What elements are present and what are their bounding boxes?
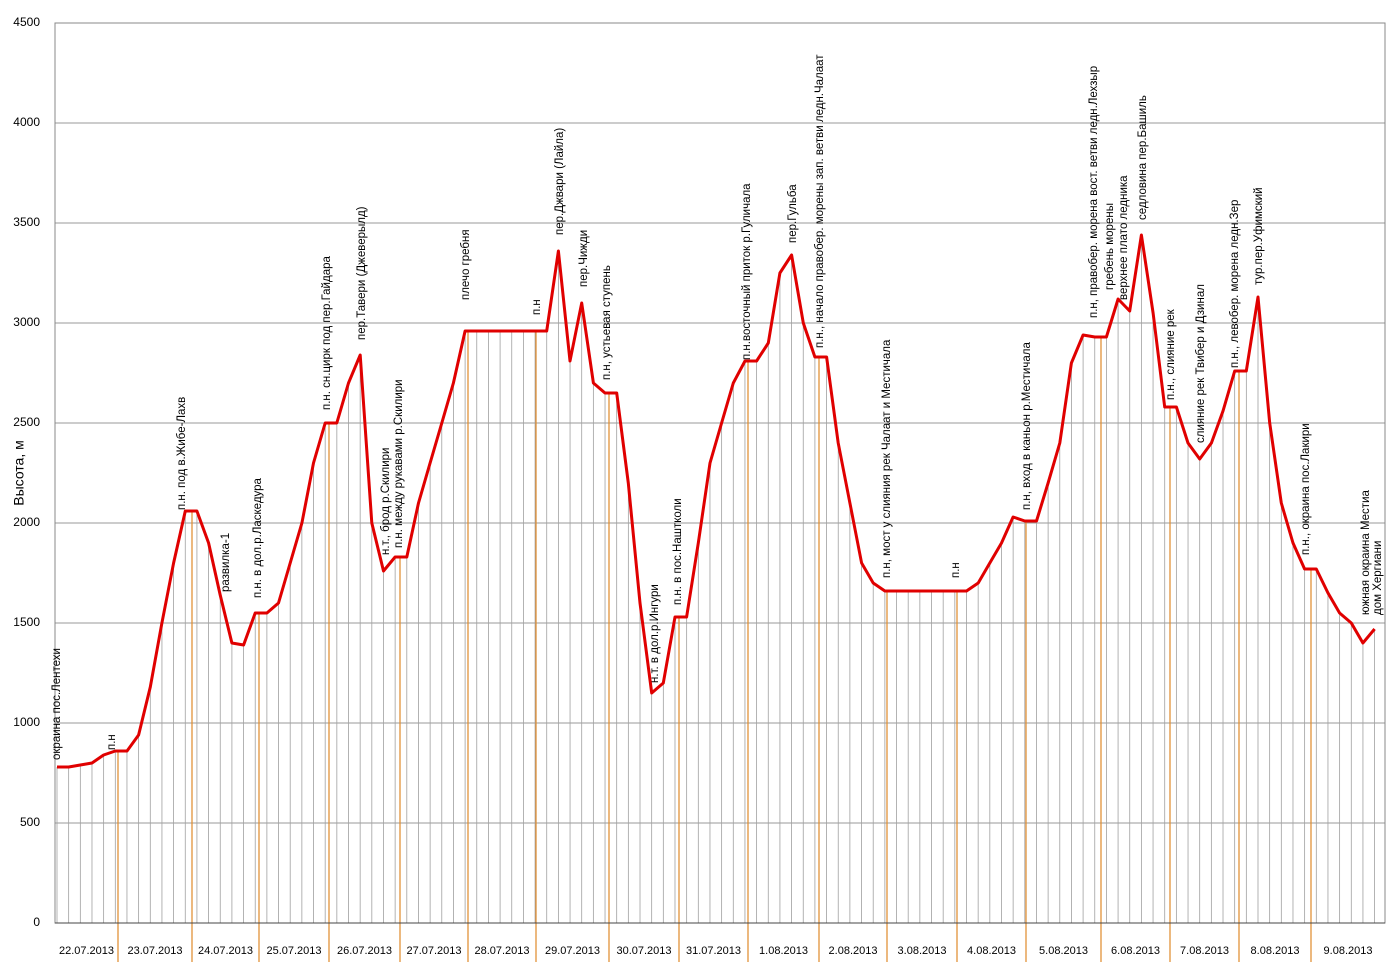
annotation: пер.Чижди	[578, 230, 590, 287]
annotation: п.н, вход в каньон р.Местичала	[1021, 342, 1033, 510]
date-label: 2.08.2013	[829, 945, 878, 957]
annotation: п.н, мост у слияния рек Чалаат и Местича…	[881, 339, 893, 578]
annotation: седловина пер.Башиль	[1137, 95, 1149, 220]
y-tick-label: 500	[20, 815, 40, 829]
annotation: п.н., слияние рек	[1165, 308, 1177, 400]
date-label: 1.08.2013	[759, 945, 808, 957]
date-label: 4.08.2013	[967, 945, 1016, 957]
date-label: 26.07.2013	[337, 945, 392, 957]
annotation: п.н	[531, 299, 543, 315]
plot-frame	[54, 22, 1386, 924]
date-label: 5.08.2013	[1039, 945, 1088, 957]
date-label: 29.07.2013	[545, 945, 600, 957]
date-label: 3.08.2013	[898, 945, 947, 957]
annotation: н.т., брод р.Скилири	[380, 448, 392, 555]
y-tick-label: 4000	[13, 115, 40, 129]
y-tick-label: 3500	[13, 215, 40, 229]
annotation: п.н, правобер. морена вост. ветви ледн.Л…	[1088, 66, 1100, 318]
y-tick-label: 0	[33, 915, 40, 929]
date-label: 28.07.2013	[474, 945, 529, 957]
date-label: 8.08.2013	[1251, 945, 1300, 957]
annotation: п.н. в дол.р.Ласкедура	[252, 477, 264, 598]
annotation: п.н. сн.цирк под пер.Гайдара	[321, 256, 333, 410]
date-label: 9.08.2013	[1324, 945, 1373, 957]
annotation: п.н.восточный приток р.Гуличала	[741, 183, 753, 360]
y-tick-label: 4500	[13, 15, 40, 29]
annotation: верхнее плато ледника	[1118, 175, 1130, 300]
y-tick-label: 1500	[13, 615, 40, 629]
date-label: 23.07.2013	[127, 945, 182, 957]
annotation: гребень морены	[1104, 203, 1116, 290]
annotation: п.н, устьевая ступень	[601, 265, 613, 380]
annotation: п.н., начало правобер. морены зап. ветви…	[814, 54, 826, 348]
annotation: пер.Гульба	[787, 184, 799, 243]
date-label: 6.08.2013	[1111, 945, 1160, 957]
date-label: 31.07.2013	[686, 945, 741, 957]
annotation: дом Хергиани	[1372, 541, 1384, 615]
annotation: окраина пос.Лентехи	[51, 648, 63, 760]
annotation: п.н., окраина пос.Лакири	[1300, 423, 1312, 555]
annotation: п.н	[106, 734, 118, 750]
y-tick-label: 2000	[13, 515, 40, 529]
annotation: пер.Джвари (Лайла)	[554, 128, 566, 235]
annotation: плечо гребня	[460, 229, 472, 300]
date-label: 30.07.2013	[616, 945, 671, 957]
annotation: п.н	[950, 562, 962, 578]
y-axis-label: Высота, м	[11, 440, 27, 505]
date-label: 25.07.2013	[266, 945, 321, 957]
date-label: 7.08.2013	[1180, 945, 1229, 957]
date-label: 27.07.2013	[406, 945, 461, 957]
annotation: пер.Тавери (Джеверылд)	[356, 206, 368, 340]
date-label: 24.07.2013	[198, 945, 253, 957]
annotation: п.н., левобер. морена ледн.Зер	[1229, 200, 1241, 368]
y-tick-label: 3000	[13, 315, 40, 329]
annotation: п.н. в пос.Наштколи	[672, 498, 684, 605]
annotation: н.т. в дол.р.Ингури	[649, 584, 661, 683]
annotation: развилка-1	[220, 533, 232, 592]
elevation-line	[57, 233, 1376, 769]
annotation: слияние рек Твибер и Дзинал	[1195, 284, 1207, 443]
y-tick-label: 1000	[13, 715, 40, 729]
date-label: 22.07.2013	[59, 945, 114, 957]
annotation: южная окраина Местиа	[1360, 490, 1372, 615]
annotation: п.н. между рукавами р.Скилири	[393, 379, 405, 548]
annotation: п.н. под в.Жибе-Лахв	[176, 397, 188, 510]
annotation: тур.пер.Уфимский	[1253, 187, 1265, 285]
y-tick-label: 2500	[13, 415, 40, 429]
